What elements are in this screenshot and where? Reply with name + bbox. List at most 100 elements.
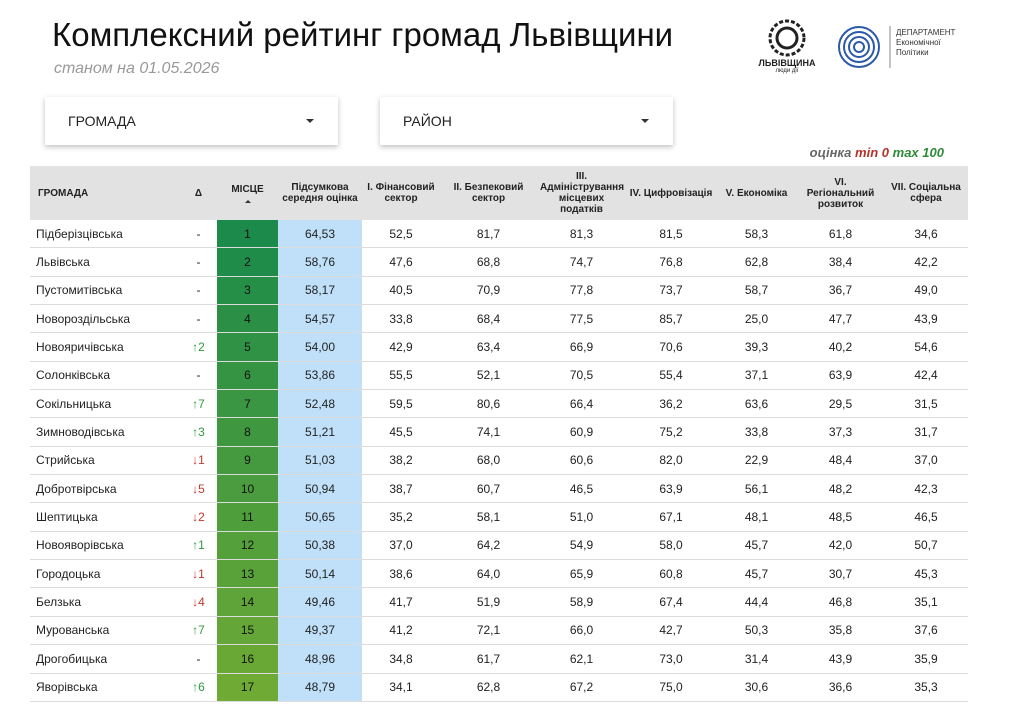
- table-row: Підберізцівська -1 64,53 52,5 81,7 81,3 81,5 58…: [30, 220, 968, 249]
- table-cell: 43,9: [797, 644, 884, 674]
- table-cell: ↑7: [180, 616, 217, 646]
- column-header: Підсумкова середня оцінка: [278, 166, 362, 220]
- table-row: Сокільницька ↑7 7 52,48 59,5 80,6 66,4 36,2 63,6…: [30, 389, 968, 419]
- table-cell: Белзька: [30, 587, 180, 617]
- table-cell: 74,1: [440, 417, 537, 447]
- table-cell: ↓4: [180, 587, 217, 617]
- table-cell: Добротвірська: [30, 474, 180, 504]
- table-cell: 40,2: [797, 332, 884, 362]
- table-cell: 54,57: [278, 304, 362, 334]
- table-cell: 38,7: [362, 474, 440, 504]
- table-cell: 70,9: [440, 276, 537, 306]
- column-header: Δ: [180, 166, 217, 220]
- column-header: I. Фінансовий сектор: [362, 166, 440, 220]
- table-row: Новояричівська ↑2 5 54,00 42,9 63,4 66,9 70,6 39…: [30, 332, 968, 362]
- filter-dropdown[interactable]: ГРОМАДА: [45, 97, 338, 145]
- table-cell: 46,8: [797, 587, 884, 617]
- column-header: ГРОМАДА: [30, 166, 180, 220]
- table-row: Львівська -2 58,76 47,6 68,8 74,7 76,8 62,8 38,4…: [30, 247, 968, 277]
- table-cell: ↑3: [180, 417, 217, 447]
- table-cell: ↓2: [180, 502, 217, 532]
- table-cell: 42,4: [884, 361, 968, 391]
- table-cell: ↓1: [180, 446, 217, 476]
- table-cell: 51,0: [537, 502, 626, 532]
- table-cell: 38,4: [797, 247, 884, 277]
- table-cell: 41,2: [362, 616, 440, 646]
- logo-tagline: люди дії: [775, 68, 799, 74]
- table-cell: 54,9: [537, 531, 626, 561]
- table-cell: 37,3: [797, 417, 884, 447]
- table-cell: 46,5: [884, 502, 968, 532]
- table-cell: 55,5: [362, 361, 440, 391]
- table-cell: 77,5: [537, 304, 626, 334]
- table-cell: Стрийська: [30, 446, 180, 476]
- table-cell: 50,38: [278, 531, 362, 561]
- logo-line: Економічної: [896, 38, 941, 47]
- table-cell: 68,8: [440, 247, 537, 277]
- table-cell: 36,6: [797, 673, 884, 702]
- table-cell: 3: [217, 276, 278, 306]
- table-cell: 42,0: [797, 531, 884, 561]
- table-cell: Львівська: [30, 247, 180, 277]
- table-cell: 49,0: [884, 276, 968, 306]
- table-row: Яворівська ↑6 17 48,79 34,1 62,8 67,2 75,0 30,6 3…: [30, 673, 968, 702]
- table-cell: 43,9: [884, 304, 968, 334]
- filter-dropdown[interactable]: РАЙОН: [380, 97, 673, 145]
- table-cell: -: [180, 247, 217, 277]
- table-cell: 9: [217, 446, 278, 476]
- table-cell: 56,1: [716, 474, 797, 504]
- legend-max-label: max: [892, 145, 919, 160]
- table-cell: 45,7: [716, 559, 797, 589]
- column-header: VI. Регіональний розвиток: [797, 166, 884, 220]
- table-cell: 59,5: [362, 389, 440, 419]
- table-cell: 77,8: [537, 276, 626, 306]
- table-cell: Новороздільська: [30, 304, 180, 334]
- table-cell: 17: [217, 673, 278, 702]
- table-cell: 5: [217, 332, 278, 362]
- column-header[interactable]: МІСЦЕ: [217, 166, 278, 220]
- table-cell: 73,7: [626, 276, 716, 306]
- table-row: Стрийська ↓1 9 51,03 38,2 68,0 60,6 82,0 22,9 48,…: [30, 446, 968, 476]
- table-cell: 58,3: [716, 220, 797, 249]
- table-cell: 11: [217, 502, 278, 532]
- table-cell: -: [180, 220, 217, 249]
- table-cell: 37,0: [884, 446, 968, 476]
- logo-line: ДЕПАРТАМЕНТ: [896, 28, 956, 37]
- table-row: Новояворівська ↑1 12 50,38 37,0 64,2 54,9 58,0 4…: [30, 531, 968, 561]
- table-cell: 1: [217, 220, 278, 249]
- table-cell: Новояричівська: [30, 332, 180, 362]
- column-header: III. Адміністрування місцевих податків: [537, 166, 626, 220]
- table-cell: 42,7: [626, 616, 716, 646]
- table-cell: Яворівська: [30, 673, 180, 702]
- table-cell: 35,1: [884, 587, 968, 617]
- table-row: Добротвірська ↓5 10 50,94 38,7 60,7 46,5 63,9 56…: [30, 474, 968, 504]
- table-cell: 70,5: [537, 361, 626, 391]
- table-cell: 41,7: [362, 587, 440, 617]
- table-cell: Городоцька: [30, 559, 180, 589]
- table-cell: -: [180, 361, 217, 391]
- table-cell: 64,2: [440, 531, 537, 561]
- table-cell: Зимноводівська: [30, 417, 180, 447]
- table-cell: 54,00: [278, 332, 362, 362]
- table-row: Мурованська ↑7 15 49,37 41,2 72,1 66,0 42,7 50,3…: [30, 616, 968, 646]
- table-row: Шептицька ↓2 11 50,65 35,2 58,1 51,0 67,1 48,1 48…: [30, 502, 968, 532]
- table-cell: 34,8: [362, 644, 440, 674]
- table-cell: 64,53: [278, 220, 362, 249]
- table-cell: 30,7: [797, 559, 884, 589]
- table-cell: 66,4: [537, 389, 626, 419]
- ranking-table: ГРОМАДА Δ МІСЦЕ Підсумкова середня оцінка I.…: [30, 166, 968, 702]
- table-cell: -: [180, 276, 217, 306]
- table-cell: 81,5: [626, 220, 716, 249]
- table-cell: 40,5: [362, 276, 440, 306]
- table-cell: 55,4: [626, 361, 716, 391]
- table-cell: 49,37: [278, 616, 362, 646]
- table-cell: 58,17: [278, 276, 362, 306]
- table-cell: 46,5: [537, 474, 626, 504]
- table-cell: 12: [217, 531, 278, 561]
- table-cell: 44,4: [716, 587, 797, 617]
- column-header: VII. Соціальна сфера: [884, 166, 968, 220]
- sort-indicator: [244, 197, 251, 203]
- legend-label: оцінка: [809, 145, 852, 160]
- table-cell: 58,0: [626, 531, 716, 561]
